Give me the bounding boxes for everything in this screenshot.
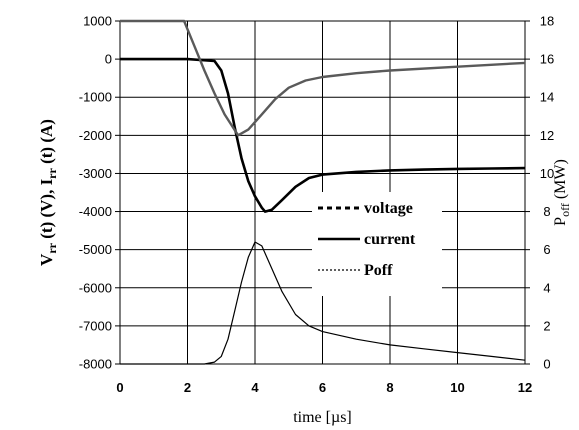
y-left-tick-label: -5000 <box>79 242 112 257</box>
x-ticks: 0 2 4 6 8 10 12 <box>116 380 532 395</box>
y-left-tick-label: -1000 <box>79 90 112 105</box>
series-line-current <box>120 19 526 137</box>
y-right-tick-label: 0 <box>543 357 550 372</box>
y-right-tick-label: 14 <box>540 90 554 105</box>
y-left-tick-label: -8000 <box>79 357 112 372</box>
series-line-voltage <box>120 57 526 213</box>
x-tick-label: 6 <box>319 380 326 395</box>
y-left-tick-label: -6000 <box>79 280 112 295</box>
y-left-ticks: 1000 0 -1000 -2000 -3000 -4000 -5000 -6000 -7000… <box>79 14 120 372</box>
y-left-tick-label: -4000 <box>79 204 112 219</box>
legend-label-poff: Poff <box>364 262 393 279</box>
y-right-axis-label: Poff (MW) <box>552 159 572 226</box>
y-right-tick-label: 6 <box>543 242 550 257</box>
y-right-tick-label: 18 <box>540 14 554 29</box>
x-tick-label: 8 <box>386 380 393 395</box>
y-left-tick-label: -2000 <box>79 128 112 143</box>
y-right-ticks: 0 2 4 6 8 10 12 14 16 18 <box>525 14 554 372</box>
y-right-tick-label: 10 <box>540 166 554 181</box>
plot-frame <box>119 20 526 365</box>
x-tick-label: 0 <box>116 380 123 395</box>
legend-label-voltage: voltage <box>364 200 413 217</box>
y-right-tick-label: 16 <box>540 52 554 67</box>
x-tick-label: 2 <box>184 380 191 395</box>
x-axis-label: time [µs] <box>293 409 352 426</box>
y-right-tick-label: 12 <box>540 128 554 143</box>
y-left-tick-label: 0 <box>105 52 112 67</box>
legend-label-current: current <box>364 231 416 248</box>
legend: voltage current Poff <box>312 192 442 296</box>
y-left-axis-label: Vrr (t) (V), Irr (t) (A) <box>37 119 59 266</box>
x-tick-label: 10 <box>450 380 464 395</box>
y-left-tick-label: -3000 <box>79 166 112 181</box>
y-left-tick-label: 1000 <box>83 14 112 29</box>
y-right-tick-label: 8 <box>543 204 550 219</box>
series-line-poff <box>120 241 526 365</box>
legend-box <box>312 192 442 296</box>
y-right-tick-label: 4 <box>543 280 550 295</box>
series-lines <box>120 19 526 365</box>
x-tick-label: 12 <box>518 380 532 395</box>
y-right-tick-label: 2 <box>543 318 550 333</box>
x-tick-label: 4 <box>251 380 259 395</box>
y-left-tick-label: -7000 <box>79 318 112 333</box>
